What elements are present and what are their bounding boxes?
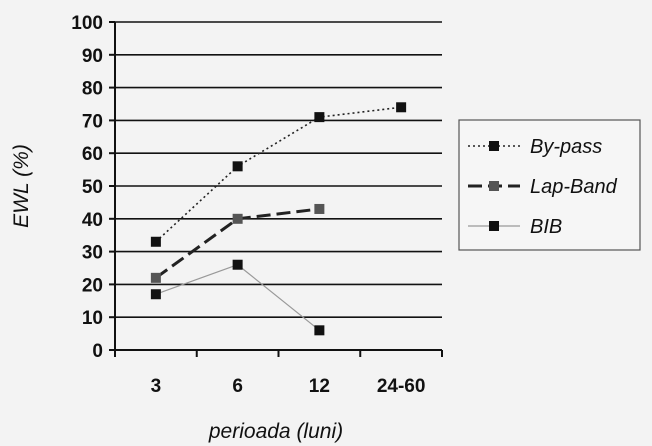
data-point [314,112,325,123]
x-axis-title: perioada (luni) [208,420,343,443]
series-line [155,264,320,331]
data-point [150,272,161,283]
series-layer [150,102,407,336]
y-tick-label: 90 [82,46,103,67]
data-point [150,236,161,247]
y-tick-label: 0 [92,341,103,362]
y-axis-title: EWL (%) [10,144,33,228]
legend-label: BIB [530,216,562,238]
legend-label: By-pass [530,136,602,158]
x-tick-labels: 3 6 12 24-60 [114,350,443,397]
legend-marker [489,141,499,151]
legend-marker [489,221,499,231]
x-tick-label: 24-60 [377,376,426,397]
data-point [232,161,243,172]
data-point [314,325,325,336]
y-tick-label: 100 [71,13,103,34]
x-tick-label: 3 [151,376,162,397]
y-tick-label: 20 [82,275,103,296]
series-bib [150,259,325,336]
y-tick-label: 70 [82,111,103,132]
gridlines [109,21,442,351]
y-tick-label: 80 [82,79,103,100]
data-point [314,203,325,214]
series-line [155,106,402,243]
y-tick-labels: 0 10 20 30 40 50 60 70 80 90 100 [71,13,103,362]
legend: By-pass Lap-Band BIB [458,119,641,251]
series-lap-band [150,203,325,283]
y-tick-label: 40 [82,210,103,231]
legend-marker [489,181,499,191]
data-point [396,102,407,113]
data-point [150,289,161,300]
x-tick-label: 6 [232,376,243,397]
data-point [232,259,243,270]
y-tick-label: 30 [82,243,103,264]
y-tick-label: 60 [82,144,103,165]
legend-label: Lap-Band [530,176,618,198]
x-tick-label: 12 [309,376,330,397]
series-by-pass [150,102,407,247]
y-tick-label: 10 [82,308,103,329]
y-tick-label: 50 [82,177,103,198]
data-point [232,213,243,224]
